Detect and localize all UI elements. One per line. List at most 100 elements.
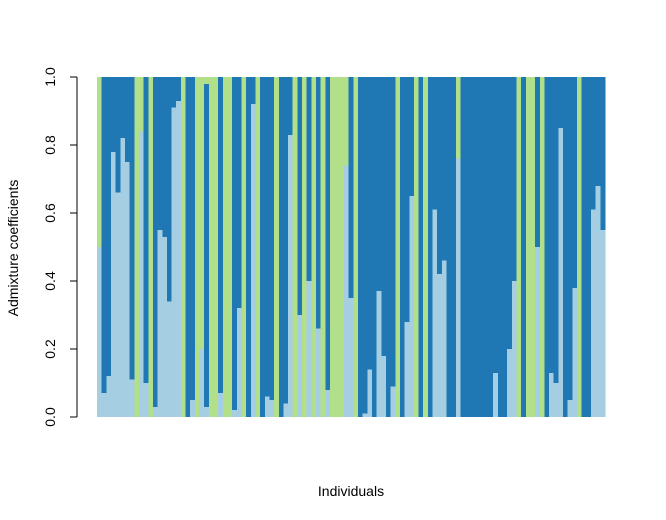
- bar-segment-k2: [357, 77, 364, 417]
- bar-segment-k3: [222, 77, 228, 417]
- bar-segment-k2: [348, 77, 354, 298]
- bar-segment-k1: [115, 192, 121, 417]
- bar-segment-k2: [586, 77, 592, 417]
- bar-segment-k1: [297, 315, 303, 417]
- bar-segment-k2: [157, 77, 163, 230]
- bar-segment-k2: [166, 77, 172, 302]
- bar-segment-k2: [204, 83, 210, 407]
- bar-segment-k2: [591, 77, 597, 210]
- bar-segment-k2: [190, 77, 196, 400]
- bar-segment-k3: [530, 77, 536, 417]
- bar-segment-k1: [390, 386, 396, 417]
- bar-segment-k3: [208, 77, 214, 417]
- bar-segment-k1: [572, 287, 578, 417]
- bar-segment-k2: [185, 77, 191, 417]
- bar-segment-k3: [413, 77, 419, 417]
- bar-segment-k2: [441, 77, 447, 261]
- bar-segment-k2: [446, 77, 452, 417]
- bar-segment-k1: [124, 162, 131, 417]
- bar-segment-k1: [120, 138, 126, 417]
- bar-segment-k2: [558, 77, 564, 128]
- bar-segment-k1: [553, 383, 559, 417]
- bar-segment-k2: [232, 77, 238, 411]
- bar-segment-k2: [595, 77, 601, 186]
- bar-segment-k1: [264, 396, 270, 417]
- bar-segment-k2: [469, 77, 475, 417]
- bar-segment-k1: [493, 372, 499, 417]
- bar-segment-k3: [516, 77, 522, 417]
- bar-segment-k2: [451, 77, 457, 417]
- y-axis-label: Admixture coefficients: [5, 180, 21, 317]
- bar-segment-k3: [330, 77, 336, 417]
- y-tick-label: 0.8: [42, 135, 58, 155]
- bar-segment-k2: [479, 77, 485, 417]
- bar-segment-k2: [260, 77, 266, 417]
- bar-segment-k1: [409, 196, 415, 417]
- bar-segment-k2: [493, 77, 499, 373]
- bar-segment-k2: [297, 77, 303, 315]
- bar-segment-k1: [162, 236, 168, 417]
- bar-segment-k3: [525, 77, 531, 417]
- bar-segment-k2: [553, 77, 559, 383]
- bar-segment-k2: [502, 77, 508, 417]
- y-tick-label: 0.0: [42, 407, 58, 427]
- bar-segment-k2: [544, 77, 550, 417]
- bar-segment-k1: [549, 372, 555, 417]
- bar-segment-k1: [283, 403, 289, 417]
- bar-segment-k3: [302, 77, 308, 417]
- bar-segment-k2: [236, 77, 242, 309]
- bar-segment-k1: [97, 247, 103, 417]
- bar-segment-k2: [176, 77, 182, 101]
- bar-segment-k1: [437, 274, 443, 417]
- bar-segment-k2: [460, 77, 466, 417]
- bar-segment-k2: [106, 77, 112, 377]
- bar-segment-k1: [288, 134, 294, 418]
- bar-segment-k2: [497, 77, 503, 417]
- bar-segment-k1: [376, 291, 382, 417]
- bar-segment-k2: [390, 77, 396, 387]
- bar-segment-k2: [483, 77, 489, 417]
- bar-segment-k2: [381, 77, 387, 356]
- bar-segment-k2: [399, 77, 405, 417]
- bar-segment-k2: [567, 77, 573, 400]
- bar-segment-k1: [595, 185, 601, 417]
- bar-segment-k2: [143, 77, 149, 383]
- bar-segment-k1: [199, 349, 205, 417]
- bar-segment-k2: [325, 77, 331, 390]
- bar-segment-k1: [269, 400, 275, 417]
- bar-segment-k2: [316, 77, 322, 329]
- bar-segment-k2: [385, 77, 392, 417]
- bar-segment-k1: [344, 165, 350, 417]
- y-tick-label: 0.6: [42, 203, 58, 223]
- bar-segment-k1: [507, 349, 513, 417]
- bar-segment-k2: [600, 77, 606, 230]
- bar-segment-k2: [288, 77, 294, 135]
- bar-segment-k2: [367, 77, 373, 370]
- bar-segment-k1: [110, 151, 117, 418]
- bar-segment-k1: [101, 393, 107, 417]
- bar-segment-k3: [353, 77, 359, 417]
- bar-segment-k2: [563, 77, 569, 417]
- bar-segment-k2: [162, 77, 168, 237]
- bar-segment-k2: [246, 77, 252, 417]
- bar-segment-k2: [437, 77, 443, 275]
- bar-segment-k3: [241, 77, 247, 417]
- bar-segment-k1: [218, 393, 224, 417]
- bar-segment-k3: [213, 77, 219, 417]
- bar-segment-k2: [101, 77, 107, 394]
- bar-segment-k3: [423, 77, 429, 417]
- bar-segment-k2: [404, 77, 410, 322]
- y-tick-label: 1.0: [42, 67, 58, 87]
- bar-segment-k3: [148, 77, 154, 417]
- bar-segment-k2: [306, 77, 312, 281]
- bar-segment-k2: [129, 77, 135, 380]
- bar-segment-k1: [106, 376, 112, 417]
- bar-segment-k1: [348, 298, 354, 417]
- y-tick-label: 0.4: [42, 271, 58, 291]
- bar-segment-k1: [129, 379, 135, 417]
- bar-segment-k2: [171, 77, 177, 108]
- bar-segment-k1: [143, 383, 149, 417]
- bar-segment-k1: [306, 281, 312, 417]
- bar-segment-k2: [581, 77, 587, 417]
